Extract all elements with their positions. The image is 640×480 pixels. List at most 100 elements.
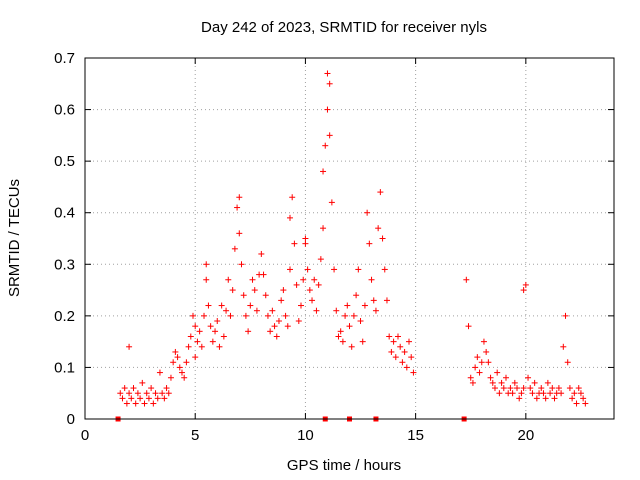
data-point	[540, 390, 547, 397]
data-point	[331, 266, 338, 273]
data-point	[560, 343, 567, 350]
x-axis-label: GPS time / hours	[287, 457, 401, 474]
data-point	[408, 354, 415, 361]
data-point	[289, 194, 296, 201]
data-point	[269, 307, 276, 314]
data-point	[520, 287, 527, 294]
data-point	[154, 395, 161, 402]
data-point	[196, 328, 203, 335]
data-point	[381, 266, 388, 273]
data-point	[394, 333, 401, 340]
data-point	[198, 343, 205, 350]
data-point	[209, 338, 216, 345]
data-point	[355, 266, 362, 273]
data-point	[509, 390, 516, 397]
data-point	[170, 359, 177, 366]
data-point	[302, 235, 309, 242]
data-point	[562, 312, 569, 319]
data-point	[227, 312, 234, 319]
data-point	[397, 343, 404, 350]
axis-ticks: 0 5 10 15 20 0 0.1 0.2 0.3 0.4 0.5 0.6 0.7	[54, 50, 614, 444]
data-points	[117, 70, 589, 407]
data-point	[238, 261, 245, 268]
data-point	[172, 348, 179, 355]
data-point	[401, 348, 408, 355]
data-point	[406, 338, 413, 345]
data-point	[379, 235, 386, 242]
data-point	[203, 261, 210, 268]
data-point	[525, 374, 532, 381]
data-point	[311, 276, 318, 283]
data-point	[262, 292, 269, 299]
data-point	[542, 395, 549, 402]
data-point	[249, 276, 256, 283]
data-point	[167, 374, 174, 381]
data-point	[544, 379, 551, 386]
data-point	[538, 385, 545, 392]
data-point	[132, 400, 139, 407]
data-point	[150, 400, 157, 407]
data-point	[465, 323, 472, 330]
data-point	[245, 328, 252, 335]
data-point	[130, 385, 137, 392]
data-point	[194, 338, 201, 345]
data-point	[472, 364, 479, 371]
data-point	[494, 369, 501, 376]
data-point	[326, 132, 333, 139]
data-point	[520, 385, 527, 392]
data-point	[220, 333, 227, 340]
data-point	[185, 343, 192, 350]
data-point	[350, 312, 357, 319]
data-point	[192, 354, 199, 361]
data-point	[214, 318, 221, 325]
data-point	[128, 395, 135, 402]
data-point	[547, 390, 554, 397]
data-point	[313, 307, 320, 314]
data-point	[324, 106, 331, 113]
x-tick-label: 5	[191, 427, 199, 444]
data-point	[467, 374, 474, 381]
data-point	[372, 307, 379, 314]
y-axis-label: SRMTID / TECUs	[6, 179, 23, 297]
data-point	[264, 312, 271, 319]
data-point	[126, 390, 133, 397]
data-point	[555, 385, 562, 392]
data-point	[181, 374, 188, 381]
data-point	[320, 168, 327, 175]
data-point	[566, 385, 573, 392]
data-point	[267, 328, 274, 335]
data-point	[174, 354, 181, 361]
data-point	[231, 245, 238, 252]
data-point	[502, 374, 509, 381]
x-tick-label: 10	[297, 427, 314, 444]
data-point	[368, 276, 375, 283]
data-point	[280, 287, 287, 294]
data-point	[516, 395, 523, 402]
data-point	[324, 70, 331, 77]
data-point	[141, 400, 148, 407]
data-point	[342, 312, 349, 319]
x-tick-label: 0	[81, 427, 89, 444]
data-point	[469, 379, 476, 386]
data-point	[476, 369, 483, 376]
data-point	[582, 400, 589, 407]
data-point	[251, 287, 258, 294]
data-point	[137, 395, 144, 402]
data-point	[337, 328, 344, 335]
data-point	[203, 276, 210, 283]
data-point	[152, 390, 159, 397]
data-point	[571, 390, 578, 397]
data-point	[383, 297, 390, 304]
data-point	[291, 240, 298, 247]
data-point	[187, 333, 194, 340]
data-point	[145, 395, 152, 402]
data-point	[205, 302, 212, 309]
data-point	[370, 297, 377, 304]
data-point	[165, 390, 172, 397]
data-point	[242, 312, 249, 319]
data-point	[317, 256, 324, 263]
data-point	[284, 323, 291, 330]
data-point	[478, 359, 485, 366]
data-point	[483, 348, 490, 355]
y-tick-label: 0.5	[54, 153, 75, 170]
